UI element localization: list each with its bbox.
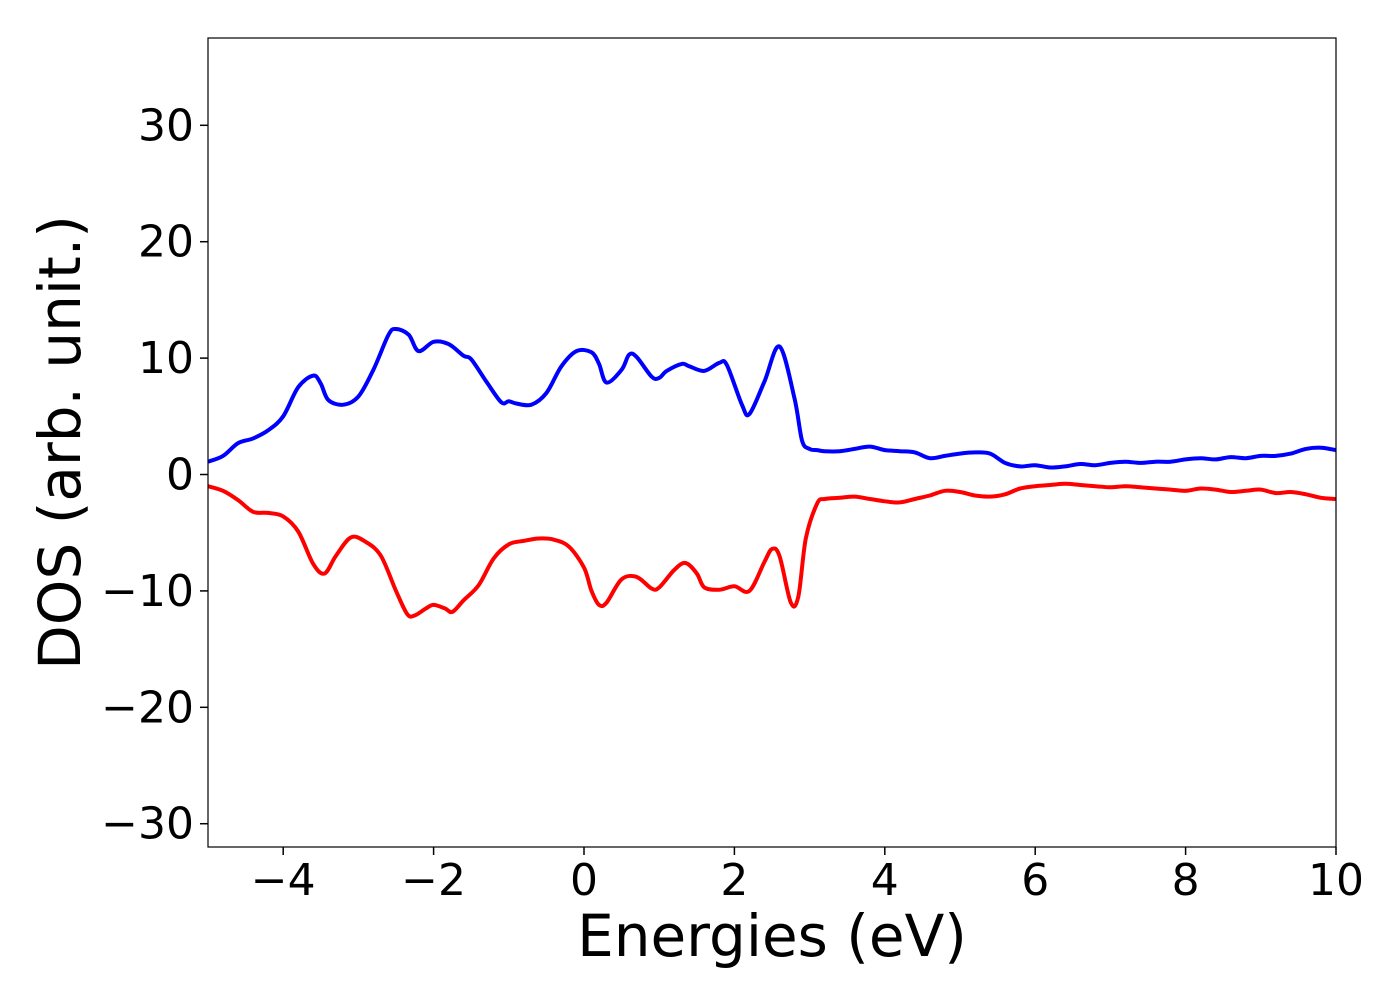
x-tick-label: −4 (251, 855, 316, 906)
y-tick-label: 10 (138, 333, 194, 384)
x-tick-label: −2 (401, 855, 466, 906)
x-tick-label: 0 (570, 855, 598, 906)
x-tick-label: 4 (871, 855, 899, 906)
x-tick-label: 6 (1021, 855, 1049, 906)
y-tick-label: 30 (138, 100, 194, 151)
x-axis: −4 −2 0 2 4 6 8 10 (251, 847, 1364, 906)
y-tick-label: −30 (101, 799, 194, 850)
x-tick-label: 2 (720, 855, 748, 906)
y-axis: −30 −20 −10 0 10 20 30 (101, 100, 208, 850)
y-axis-label: DOS (arb. unit.) (26, 215, 94, 670)
series-layer (208, 326, 1336, 619)
x-axis-label: Energies (eV) (577, 902, 967, 970)
y-tick-label: 20 (138, 217, 194, 268)
plot-frame (207, 37, 1337, 848)
x-tick-label: 8 (1172, 855, 1200, 906)
series-line-blue (208, 326, 1336, 470)
y-tick-label: −20 (101, 682, 194, 733)
y-tick-label: 0 (166, 450, 194, 501)
x-tick-label: 10 (1308, 855, 1364, 906)
y-tick-label: −10 (101, 566, 194, 617)
series-line-red (208, 481, 1336, 619)
